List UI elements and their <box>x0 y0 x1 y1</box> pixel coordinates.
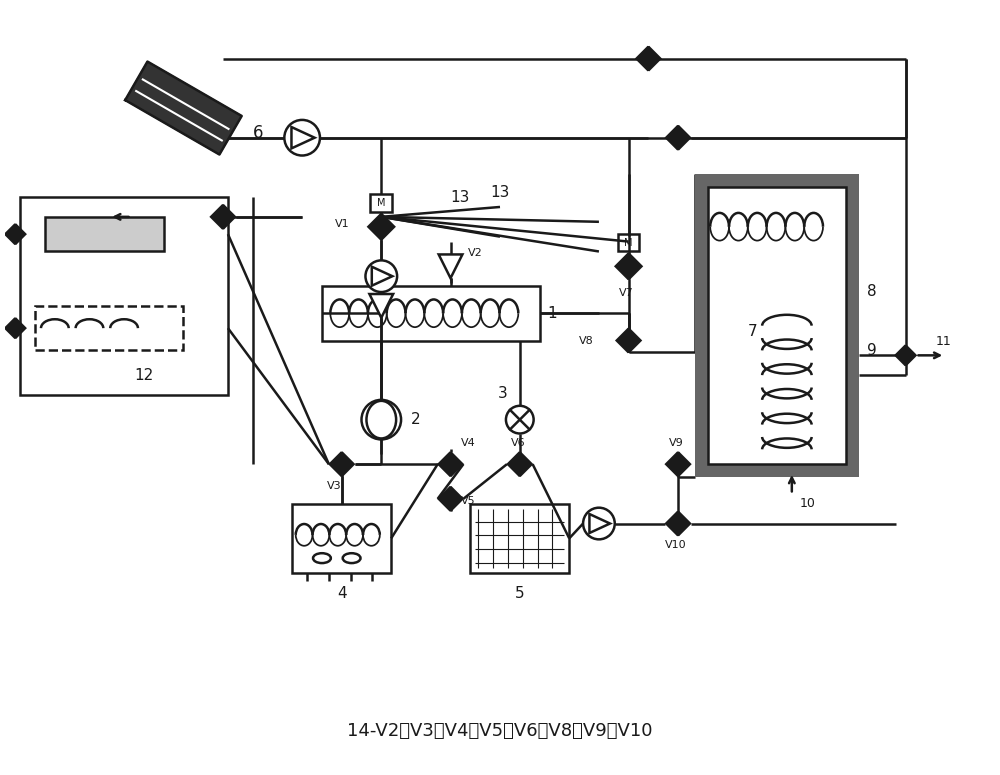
Polygon shape <box>678 512 690 536</box>
Bar <box>35 306 183 350</box>
Circle shape <box>284 120 320 156</box>
Polygon shape <box>451 453 462 476</box>
Text: V6: V6 <box>510 439 525 449</box>
Ellipse shape <box>313 553 331 563</box>
Text: 7: 7 <box>747 324 757 339</box>
Polygon shape <box>223 205 235 229</box>
Circle shape <box>365 260 397 292</box>
Text: V1: V1 <box>335 219 350 229</box>
Text: V3: V3 <box>326 481 341 491</box>
Polygon shape <box>5 224 15 244</box>
Text: 5: 5 <box>515 586 525 601</box>
Polygon shape <box>666 126 678 150</box>
Text: 8: 8 <box>867 284 877 299</box>
Text: 13: 13 <box>451 190 470 205</box>
Polygon shape <box>372 267 392 286</box>
Polygon shape <box>906 346 915 365</box>
Text: 9: 9 <box>867 343 877 358</box>
Text: 11: 11 <box>935 336 951 349</box>
Polygon shape <box>617 329 629 353</box>
Circle shape <box>362 400 401 439</box>
Polygon shape <box>648 46 660 71</box>
Polygon shape <box>508 453 520 476</box>
Bar <box>470 504 569 573</box>
Polygon shape <box>629 329 640 353</box>
Text: V2: V2 <box>468 249 483 258</box>
Circle shape <box>506 406 534 433</box>
Polygon shape <box>211 205 223 229</box>
Text: 13: 13 <box>490 185 509 200</box>
Text: 1: 1 <box>547 306 557 321</box>
Polygon shape <box>381 214 394 239</box>
Bar <box>695 174 859 477</box>
Polygon shape <box>666 453 678 476</box>
Polygon shape <box>637 46 648 71</box>
Polygon shape <box>520 453 532 476</box>
Polygon shape <box>678 126 690 150</box>
Text: 14-V2、V3、V4、V5、V6、V8、V9、V10: 14-V2、V3、V4、V5、V6、V8、V9、V10 <box>347 722 653 740</box>
Text: 10: 10 <box>800 497 816 510</box>
Text: 2: 2 <box>411 412 421 427</box>
Polygon shape <box>368 214 381 239</box>
Polygon shape <box>15 319 25 338</box>
Text: V9: V9 <box>669 439 683 449</box>
Text: 3: 3 <box>498 386 508 401</box>
Polygon shape <box>291 127 315 148</box>
Polygon shape <box>369 294 393 318</box>
Text: M: M <box>624 238 633 247</box>
Text: 12: 12 <box>134 368 153 383</box>
Polygon shape <box>589 514 610 533</box>
Text: V10: V10 <box>665 540 687 550</box>
Polygon shape <box>439 254 462 278</box>
Polygon shape <box>616 253 629 279</box>
Circle shape <box>583 508 615 539</box>
Text: 4: 4 <box>337 586 347 601</box>
Bar <box>618 234 639 251</box>
Text: V7: V7 <box>619 288 634 298</box>
Bar <box>45 217 164 251</box>
Polygon shape <box>451 487 462 511</box>
Polygon shape <box>5 319 15 338</box>
Polygon shape <box>666 512 678 536</box>
Polygon shape <box>678 453 690 476</box>
Text: M: M <box>377 198 386 208</box>
Bar <box>20 197 228 395</box>
Polygon shape <box>330 453 342 476</box>
Text: 6: 6 <box>253 124 263 142</box>
Polygon shape <box>896 346 906 365</box>
Polygon shape <box>125 61 242 154</box>
Bar <box>322 286 540 340</box>
Ellipse shape <box>366 401 396 439</box>
Bar <box>708 188 846 464</box>
Ellipse shape <box>343 553 361 563</box>
Polygon shape <box>342 453 354 476</box>
Text: V5: V5 <box>460 496 475 506</box>
Polygon shape <box>439 453 451 476</box>
Bar <box>370 194 392 212</box>
Polygon shape <box>629 253 641 279</box>
Text: V4: V4 <box>460 439 475 449</box>
Polygon shape <box>15 224 25 244</box>
Bar <box>292 504 391 573</box>
Polygon shape <box>439 487 451 511</box>
Text: V8: V8 <box>579 336 594 346</box>
